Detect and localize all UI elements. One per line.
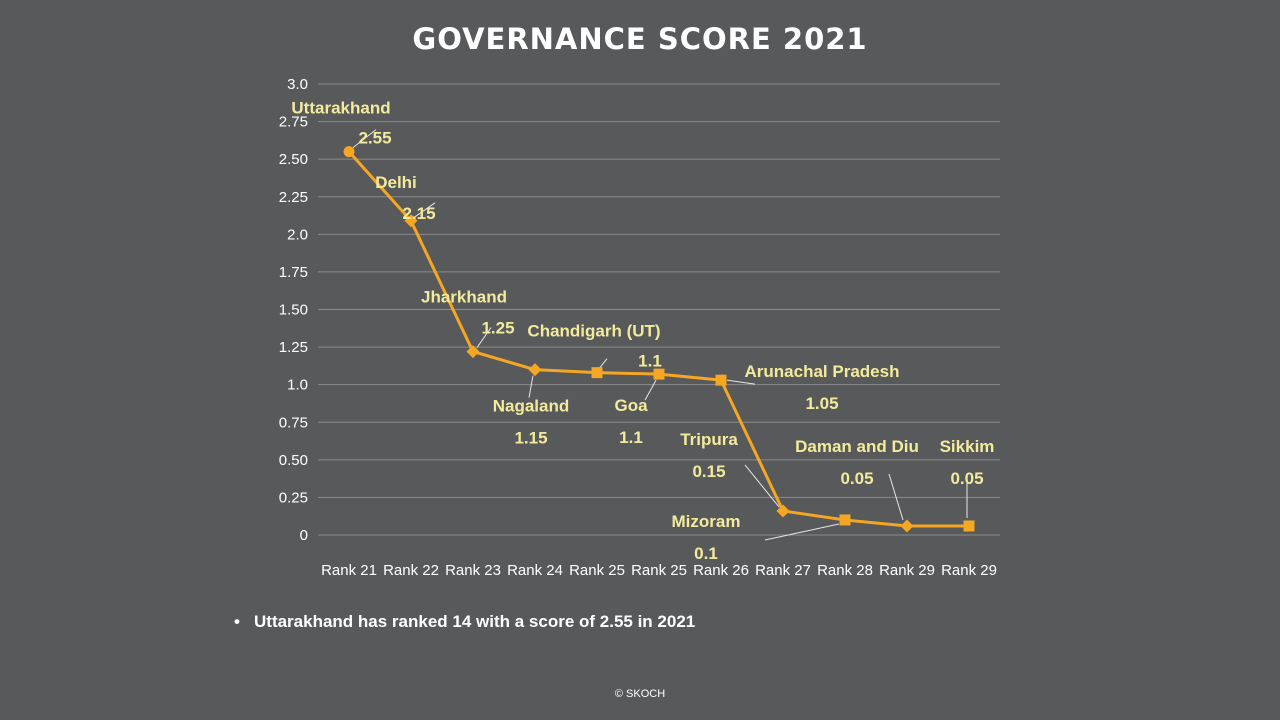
data-label-score: 0.1	[694, 544, 718, 563]
data-label-score: 0.05	[950, 469, 983, 488]
data-point-marker	[404, 214, 418, 228]
data-label-name: Nagaland	[493, 397, 570, 416]
data-label-name: Sikkim	[940, 437, 995, 456]
x-tick-label: Rank 28	[817, 562, 873, 579]
leader-line	[352, 129, 377, 149]
x-tick-label: Rank 27	[755, 562, 811, 579]
x-axis-ticks: Rank 21 Rank 22 Rank 23 Rank 24 Rank 25 Rank …	[321, 562, 997, 579]
data-label-score: 2.15	[402, 204, 435, 223]
summary-text: Uttarakhand has ranked 14 with a score o…	[254, 612, 696, 631]
label-leader-lines	[352, 129, 968, 541]
data-label-score: 1.25	[481, 319, 514, 338]
x-tick-label: Rank 25	[631, 562, 687, 579]
y-tick-label: 0.25	[279, 489, 308, 506]
data-labels: Uttarakhand 2.55 Delhi 2.15 Jharkhand 1.25 Nag…	[291, 99, 994, 563]
y-tick-label: 2.50	[279, 151, 308, 168]
bullet-dot-icon: •	[234, 612, 240, 631]
y-tick-label: 0.75	[279, 414, 308, 431]
y-tick-label: 1.50	[279, 302, 308, 319]
data-point-marker	[776, 504, 790, 518]
data-point-marker	[591, 367, 603, 379]
y-tick-label: 2.75	[279, 114, 308, 131]
grid-lines	[318, 83, 1000, 536]
data-point-marker	[343, 146, 355, 158]
leader-line	[644, 379, 657, 401]
leader-line	[414, 202, 436, 218]
x-tick-label: Rank 24	[507, 562, 563, 579]
leader-line	[476, 327, 492, 348]
data-label-name: Uttarakhand	[291, 99, 390, 118]
y-tick-label: 0.50	[279, 452, 308, 469]
leader-line	[744, 464, 780, 508]
y-tick-label: 1.0	[287, 377, 308, 394]
data-label-score: 0.05	[840, 469, 873, 488]
leader-line	[528, 375, 534, 398]
data-label-name: Delhi	[375, 173, 417, 192]
x-tick-label: Rank 21	[321, 562, 377, 579]
data-point-marker	[653, 368, 665, 380]
data-point-marker	[528, 363, 542, 377]
data-label-score: 1.1	[638, 352, 662, 371]
data-label-name: Tripura	[680, 430, 738, 449]
data-label-name: Chandigarh (UT)	[527, 322, 660, 341]
summary-bullet: • Uttarakhand has ranked 14 with a score …	[234, 612, 695, 632]
y-tick-label: 0	[300, 527, 308, 544]
leader-line	[598, 358, 608, 369]
leader-line	[888, 473, 904, 521]
y-tick-label: 3.0	[287, 76, 308, 93]
data-label-score: 0.15	[692, 462, 725, 481]
data-point-marker	[715, 374, 727, 386]
y-axis-ticks: 3.0 2.75 2.50 2.25 2.0 1.75 1.50 1.25 1.0 0.75 0.5…	[279, 76, 308, 544]
data-label-score: 1.15	[514, 429, 547, 448]
data-label-name: Arunachal Pradesh	[745, 362, 900, 381]
leader-line	[764, 523, 840, 541]
data-label-name: Goa	[614, 396, 648, 415]
y-tick-label: 1.75	[279, 264, 308, 281]
data-label-name: Mizoram	[672, 512, 741, 531]
y-tick-label: 2.0	[287, 226, 308, 243]
data-point-marker	[963, 520, 975, 532]
x-tick-label: Rank 25	[569, 562, 625, 579]
x-tick-label: Rank 29	[941, 562, 997, 579]
data-point-marker	[839, 514, 851, 526]
data-label-name: Daman and Diu	[795, 437, 919, 456]
data-point-marker	[466, 345, 480, 359]
data-label-name: Jharkhand	[421, 288, 507, 307]
chart-title: GOVERNANCE SCORE 2021	[412, 22, 868, 56]
series-markers	[343, 146, 975, 533]
x-tick-label: Rank 23	[445, 562, 501, 579]
x-tick-label: Rank 22	[383, 562, 439, 579]
y-tick-label: 1.25	[279, 339, 308, 356]
copyright-footer: © SKOCH	[614, 688, 666, 700]
data-label-score: 1.1	[619, 428, 643, 447]
leader-line	[726, 379, 756, 385]
x-tick-label: Rank 29	[879, 562, 935, 579]
y-tick-label: 2.25	[279, 189, 308, 206]
x-tick-label: Rank 26	[693, 562, 749, 579]
data-label-score: 2.55	[358, 129, 391, 148]
data-label-score: 1.05	[805, 394, 838, 413]
data-point-marker	[900, 519, 914, 533]
